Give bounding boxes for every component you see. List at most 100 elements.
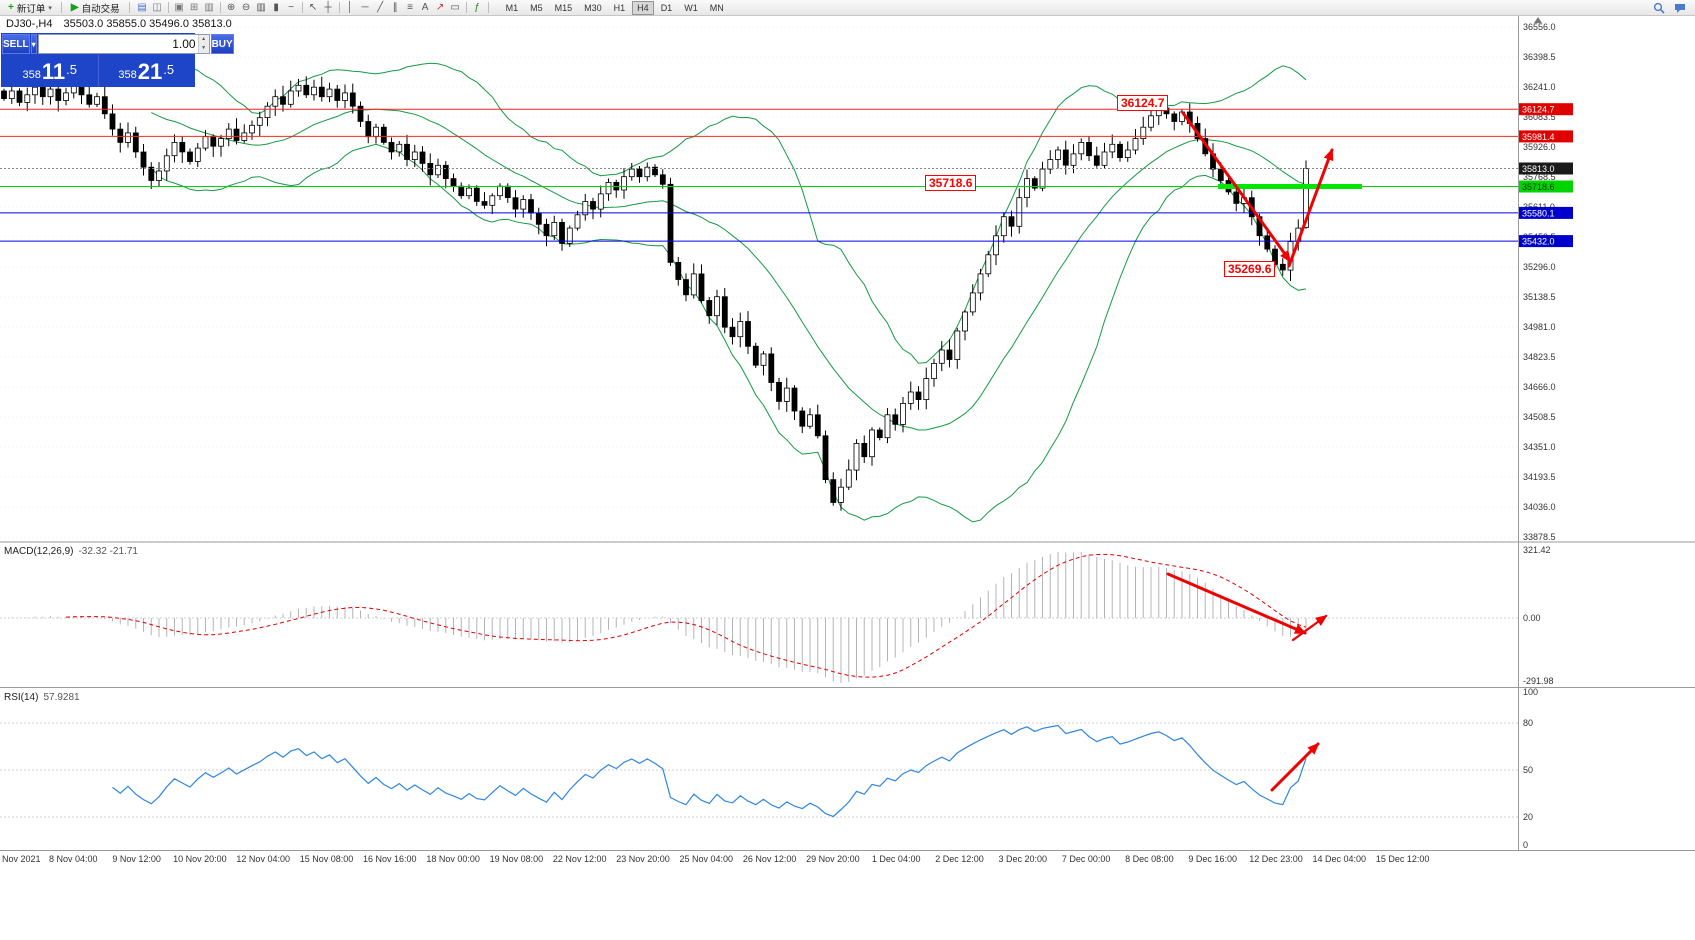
crosshair-icon[interactable]: ┼ — [324, 2, 332, 13]
chart-surface[interactable] — [0, 16, 1518, 850]
volume-input[interactable] — [38, 35, 198, 53]
shapes-icon[interactable]: ▭ — [450, 2, 460, 13]
auto-trading-button[interactable]: ▶ 自动交易 — [67, 1, 124, 15]
timeframe-h4[interactable]: H4 — [632, 0, 654, 15]
annotation-price-label-2[interactable]: 35718.6 — [925, 175, 977, 191]
price-down-arrow[interactable] — [1181, 111, 1292, 263]
svg-text:35296.0: 35296.0 — [1523, 262, 1556, 272]
svg-text:Nov 2021: Nov 2021 — [2, 854, 41, 864]
cursor-icon[interactable]: ↖ — [308, 2, 318, 13]
line-chart-icon[interactable]: ~ — [288, 2, 295, 13]
svg-text:15 Dec 12:00: 15 Dec 12:00 — [1376, 854, 1430, 864]
toolbar-separator — [60, 2, 62, 13]
volume-decrease-button[interactable]: ▼ — [198, 44, 209, 53]
svg-text:7 Dec 00:00: 7 Dec 00:00 — [1062, 854, 1111, 864]
trendline-icon[interactable]: ╱ — [377, 2, 384, 13]
timeframe-m30[interactable]: M30 — [584, 2, 602, 13]
svg-text:35138.5: 35138.5 — [1523, 292, 1556, 302]
new-order-button[interactable]: + 新订单 ▾ — [4, 1, 56, 15]
buy-price[interactable]: 358 21.5 — [99, 55, 195, 86]
svg-text:23 Nov 20:00: 23 Nov 20:00 — [616, 854, 670, 864]
timeframe-d1[interactable]: D1 — [660, 2, 673, 13]
rsi-up-arrow[interactable] — [1270, 742, 1320, 792]
zoom-out-icon[interactable]: ⊖ — [241, 2, 251, 13]
svg-text:35580.1: 35580.1 — [1522, 208, 1555, 218]
bollinger-bands — [150, 55, 1307, 523]
rsi-title: RSI(14) — [4, 692, 39, 703]
sell-button[interactable]: SELL — [2, 34, 30, 54]
search-icon[interactable] — [1653, 2, 1665, 14]
candlestick-chart-icon[interactable]: ▮ — [273, 2, 279, 13]
arrow-tool-icon[interactable]: ↗ — [435, 2, 445, 13]
svg-text:12 Nov 04:00: 12 Nov 04:00 — [236, 854, 290, 864]
sell-price-prefix: 358 — [22, 69, 41, 81]
svg-text:34193.5: 34193.5 — [1523, 472, 1556, 482]
fibonacci-icon[interactable]: ≡ — [407, 2, 414, 13]
text-tool-icon[interactable]: A — [421, 2, 429, 13]
price-up-arrow[interactable] — [1287, 148, 1334, 268]
bar-chart-icon[interactable]: ▥ — [256, 2, 266, 13]
macd-title: MACD(12,26,9) — [4, 546, 74, 557]
timeframe-h1[interactable]: H1 — [613, 2, 626, 13]
channel-icon[interactable]: ∥ — [392, 2, 398, 13]
toolbar-separator — [128, 2, 130, 13]
svg-text:20: 20 — [1523, 812, 1533, 822]
price-tag-current-price[interactable]: 35813.0 — [1519, 162, 1573, 175]
toolbar-right-group — [1653, 2, 1691, 14]
auto-trading-label: 自动交易 — [81, 3, 120, 15]
annotation-price-label-3[interactable]: 35269.6 — [1224, 261, 1276, 277]
svg-text:0: 0 — [1523, 840, 1528, 850]
horizontal-line-icon[interactable]: ─ — [361, 2, 369, 13]
pane-separators — [0, 16, 1695, 851]
svg-text:35926.0: 35926.0 — [1523, 142, 1556, 152]
svg-text:36398.5: 36398.5 — [1523, 52, 1556, 62]
price-tag-pivot-green[interactable]: 35718.6 — [1519, 180, 1573, 193]
chart-window-icon[interactable]: ▤ — [137, 2, 147, 13]
svg-text:35768.5: 35768.5 — [1523, 172, 1556, 182]
timeframe-m15[interactable]: M15 — [554, 2, 573, 13]
candles-layer — [1, 74, 1309, 511]
price-tag-support-1[interactable]: 35580.1 — [1519, 206, 1573, 219]
vertical-line-icon[interactable]: │ — [346, 2, 354, 13]
price-tag-resistance-2[interactable]: 35981.4 — [1519, 130, 1573, 143]
zoom-in-icon[interactable]: ⊕ — [226, 2, 236, 13]
profile-icon[interactable]: ◫ — [152, 2, 162, 13]
sell-price[interactable]: 358 11.5 — [2, 55, 99, 86]
svg-text:12 Dec 23:00: 12 Dec 23:00 — [1249, 854, 1303, 864]
rsi-gridlines — [0, 722, 1518, 818]
svg-text:19 Nov 08:00: 19 Nov 08:00 — [490, 854, 544, 864]
timeframe-m1[interactable]: M1 — [505, 2, 519, 13]
timeframe-mn[interactable]: MN — [709, 2, 724, 13]
rsi-label: RSI(14) 57.9281 — [4, 692, 80, 703]
play-icon: ▶ — [70, 2, 79, 13]
svg-text:34036.0: 34036.0 — [1523, 502, 1556, 512]
timeframe-m5[interactable]: M5 — [530, 2, 543, 13]
indicators-icon[interactable]: ƒ — [474, 2, 480, 13]
svg-text:0.00: 0.00 — [1523, 613, 1541, 623]
windows-cascade-icon[interactable]: ▣ — [174, 2, 184, 13]
chat-icon[interactable] — [1674, 2, 1686, 14]
svg-text:15 Nov 08:00: 15 Nov 08:00 — [300, 854, 354, 864]
windows-tile-icon[interactable]: ⊞ — [189, 2, 199, 13]
chevron-down-icon: ▾ — [48, 4, 52, 12]
macd-down-arrow[interactable] — [1166, 572, 1307, 635]
volume-increase-button[interactable]: ▲ — [198, 35, 209, 44]
buy-button[interactable]: BUY — [210, 34, 234, 54]
volume-dropdown-button[interactable]: ▾ — [30, 34, 37, 54]
svg-text:35432.0: 35432.0 — [1522, 237, 1555, 247]
price-tag-support-2[interactable]: 35432.0 — [1519, 235, 1573, 248]
rsi-line — [112, 724, 1307, 818]
svg-text:50: 50 — [1523, 765, 1533, 775]
macd-up-arrow[interactable] — [1291, 614, 1328, 642]
svg-text:8 Dec 08:00: 8 Dec 08:00 — [1125, 854, 1174, 864]
price-tag-resistance-1[interactable]: 36124.7 — [1519, 103, 1573, 116]
annotation-price-label-1[interactable]: 36124.7 — [1117, 95, 1169, 111]
timeframe-w1[interactable]: W1 — [684, 2, 698, 13]
windows-list-icon[interactable]: ▥ — [204, 2, 214, 13]
rsi-axis-labels: 100 80 50 20 0 — [1523, 687, 1538, 850]
symbol-period-label: DJ30-,H4 — [6, 18, 53, 30]
chart-shift-marker[interactable] — [1534, 17, 1542, 23]
price-gridlines — [0, 26, 1518, 538]
